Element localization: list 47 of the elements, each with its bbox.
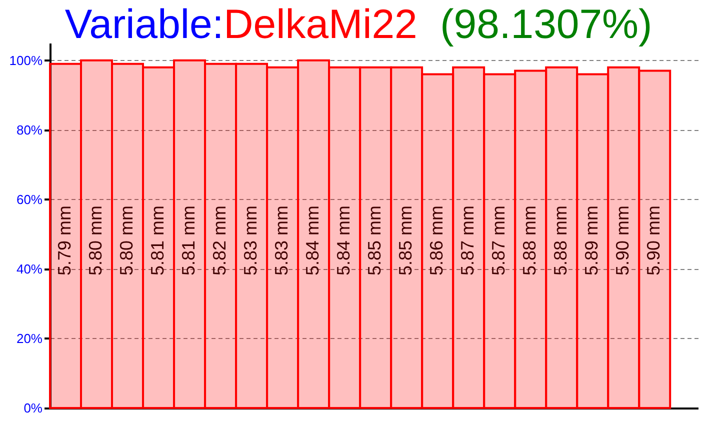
x-tick-label: 5.80 mm	[86, 205, 106, 276]
x-tick-label: 5.89 mm	[582, 205, 602, 276]
y-tick-label: 80%	[16, 122, 43, 138]
bar	[328, 66, 362, 409]
bar	[80, 59, 114, 409]
bar	[359, 66, 392, 409]
bar	[204, 62, 238, 409]
x-tick-label: 5.88 mm	[520, 205, 540, 276]
x-tick-label: 5.82 mm	[210, 205, 230, 276]
y-tick-label: 60%	[16, 192, 43, 207]
x-tick-label: 5.83 mm	[240, 205, 261, 276]
bar	[452, 66, 486, 409]
bar	[266, 66, 300, 409]
y-tick-label: 100%	[9, 52, 43, 68]
x-tick-label: 5.81 mm	[148, 205, 168, 276]
bar	[297, 59, 330, 409]
x-tick-label: 5.79 mm	[54, 205, 74, 276]
x-tick-label: 5.85 mm	[364, 205, 385, 276]
bar	[390, 66, 424, 409]
x-tick-label: 5.81 mm	[178, 205, 199, 276]
x-tick-label: 5.88 mm	[550, 205, 571, 276]
annotation: (98.1307%)	[440, 1, 652, 47]
x-tick-label: 5.85 mm	[396, 205, 416, 276]
x-tick-label: 5.90 mm	[644, 205, 664, 276]
x-tick-label: 5.84 mm	[302, 205, 323, 276]
x-tick-label: 5.86 mm	[426, 205, 447, 276]
bar	[111, 62, 144, 409]
bar	[142, 66, 176, 409]
bar	[483, 73, 516, 409]
y-tick-label: 20%	[16, 330, 43, 346]
bar	[607, 66, 640, 409]
x-tick-label: 5.84 mm	[334, 205, 354, 276]
x-tick-label: 5.87 mm	[488, 205, 509, 276]
bar	[576, 73, 610, 409]
x-tick-label: 5.87 mm	[458, 205, 478, 276]
y-tick-label: 40%	[16, 261, 43, 276]
x-tick-label: 5.83 mm	[272, 205, 292, 276]
bar	[421, 73, 454, 409]
y-tick-label: 0%	[24, 400, 43, 416]
bar	[545, 66, 578, 409]
bar	[235, 62, 268, 409]
chart-title: Variable:DelkaMi22	[64, 1, 418, 47]
bar	[638, 70, 672, 409]
x-tick-label: 5.90 mm	[612, 205, 633, 276]
x-tick-label: 5.80 mm	[116, 205, 137, 276]
bar	[514, 70, 548, 409]
bar	[173, 59, 206, 409]
